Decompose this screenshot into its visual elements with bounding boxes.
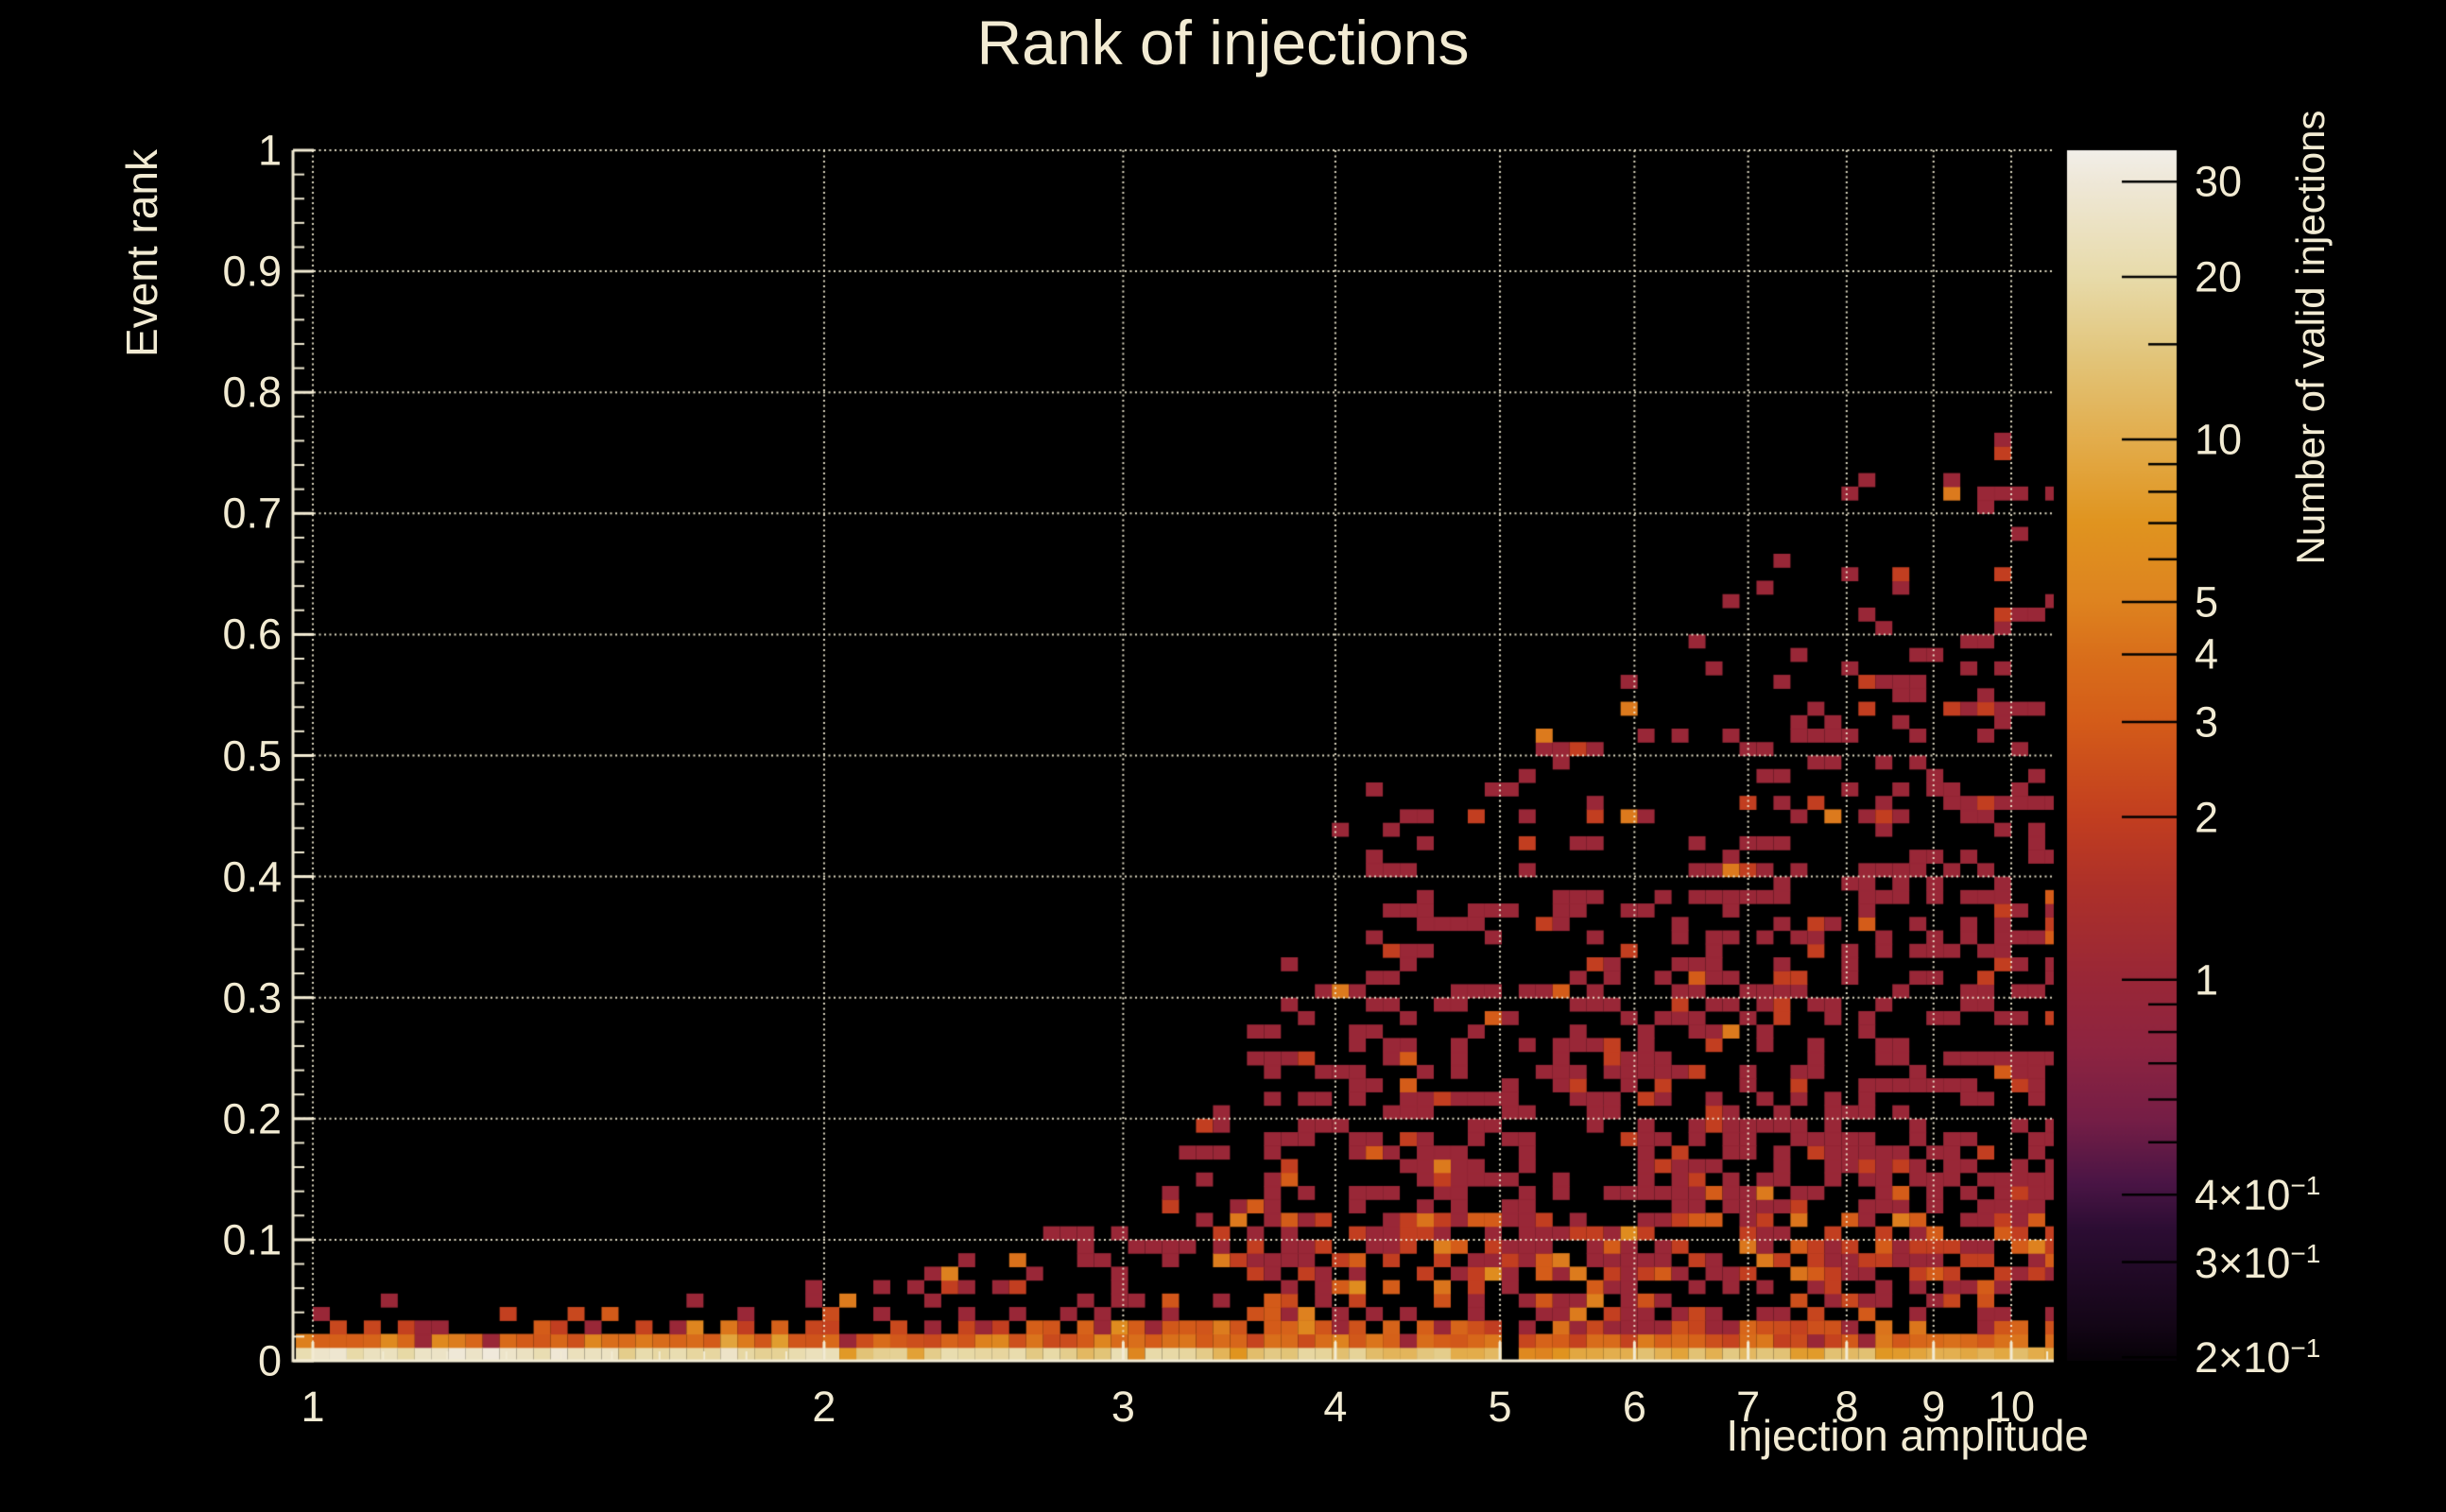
colorbar-tick-label: 4×10−1 bbox=[2195, 1171, 2321, 1220]
colorbar-tick-label: 10 bbox=[2195, 415, 2243, 464]
x-tick-label: 1 bbox=[301, 1383, 325, 1431]
x-tick-label: 8 bbox=[1834, 1383, 1859, 1431]
x-tick-label: 10 bbox=[1987, 1383, 2036, 1431]
colorbar-tick-label: 2×10−1 bbox=[2195, 1333, 2321, 1383]
x-tick-label: 2 bbox=[812, 1383, 836, 1431]
colorbar-tick-label: 4 bbox=[2195, 629, 2219, 679]
colorbar-tick-label: 20 bbox=[2195, 252, 2243, 301]
y-tick-label: 0.6 bbox=[222, 610, 282, 659]
y-tick-label: 0.3 bbox=[222, 973, 282, 1022]
y-tick-label: 0.1 bbox=[222, 1215, 282, 1264]
colorbar-title: Number of valid injections bbox=[2288, 110, 2333, 565]
y-tick-label: 0.7 bbox=[222, 489, 282, 538]
x-tick-label: 4 bbox=[1323, 1383, 1348, 1431]
colorbar-tick-label: 5 bbox=[2195, 577, 2219, 627]
y-tick-label: 0.5 bbox=[222, 731, 282, 780]
y-tick-label: 1 bbox=[257, 126, 282, 175]
x-tick-label: 3 bbox=[1111, 1383, 1135, 1431]
chart-title: Rank of injections bbox=[976, 8, 1470, 77]
colorbar-tick-label: 2 bbox=[2195, 793, 2219, 842]
y-tick-label: 0.4 bbox=[222, 852, 282, 902]
x-tick-label: 6 bbox=[1622, 1383, 1646, 1431]
x-tick-label: 9 bbox=[1921, 1383, 1946, 1431]
colorbar-tick-label: 3×10−1 bbox=[2195, 1238, 2321, 1287]
x-tick-label: 5 bbox=[1488, 1383, 1512, 1431]
x-tick-label: 7 bbox=[1736, 1383, 1761, 1431]
colorbar-tick-label: 1 bbox=[2195, 955, 2219, 1005]
colorbar-tick-label: 30 bbox=[2195, 157, 2243, 206]
y-tick-label: 0.2 bbox=[222, 1094, 282, 1143]
y-tick-label: 0.9 bbox=[222, 247, 282, 296]
y-tick-label: 0 bbox=[257, 1336, 282, 1385]
colorbar-tick-label: 3 bbox=[2195, 697, 2219, 747]
y-tick-label: 0.8 bbox=[222, 368, 282, 417]
x-axis-title: Injection amplitude bbox=[1726, 1411, 2089, 1460]
